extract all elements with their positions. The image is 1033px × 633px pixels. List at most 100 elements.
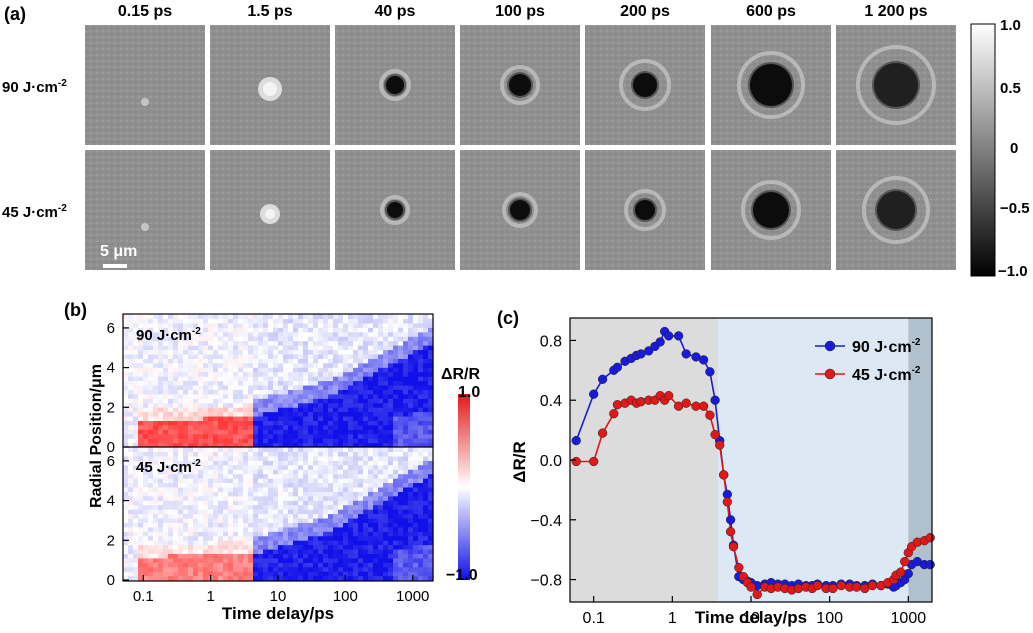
heatmap-cell	[193, 376, 199, 382]
heatmap-cell	[143, 433, 149, 439]
data-point	[705, 367, 715, 377]
heatmap-cell	[428, 571, 434, 577]
heatmap-cell	[138, 327, 144, 333]
heatmap-cell	[178, 500, 184, 506]
heatmap-cell	[378, 535, 384, 541]
heatmap-cell	[373, 322, 379, 328]
heatmap-cell	[188, 455, 194, 461]
heatmap-cell	[303, 469, 309, 475]
heatmap-cell	[308, 367, 314, 373]
heatmap-cell	[378, 393, 384, 399]
heatmap-cell	[278, 495, 284, 501]
heatmap-cell	[123, 442, 129, 448]
heatmap-cell	[353, 380, 359, 386]
heatmap-cell	[298, 415, 304, 421]
heatmap-cell	[243, 478, 249, 484]
heatmap-cell	[278, 447, 284, 453]
heatmap-cell	[168, 513, 174, 519]
heatmap-label-text: 45 J·cm	[136, 459, 192, 476]
heatmap-cell	[288, 314, 294, 320]
heatmap-cell	[428, 349, 434, 355]
heatmap-cell	[323, 557, 329, 563]
heatmap-cell	[133, 517, 139, 523]
heatmap-cell	[218, 464, 224, 470]
heatmap-cell	[368, 455, 374, 461]
heatmap-ytick-label: 6	[107, 320, 115, 337]
heatmap-cell	[233, 447, 239, 453]
heatmap-cell	[218, 314, 224, 320]
heatmap-cell	[208, 415, 214, 421]
heatmap-cell	[143, 500, 149, 506]
heatmap-cell	[283, 566, 289, 572]
heatmap-cell	[323, 415, 329, 421]
heatmap-cell	[283, 415, 289, 421]
heatmap-cell	[248, 398, 254, 404]
heatmap-cell	[188, 531, 194, 537]
heatmap-cell	[198, 349, 204, 355]
heatmap-cell	[333, 398, 339, 404]
heatmap-cell	[413, 553, 419, 559]
heatmap-cell	[263, 553, 269, 559]
heatmap-cell	[223, 438, 229, 444]
heatmap-cell	[163, 358, 169, 364]
time-label: 1 200 ps	[864, 3, 928, 20]
heatmap-cell	[368, 424, 374, 430]
heatmap-cell	[148, 504, 154, 510]
heatmap-cell	[393, 411, 399, 417]
heatmap-cell	[428, 331, 434, 337]
heatmap-cell	[233, 478, 239, 484]
heatmap-cell	[418, 389, 424, 395]
heatmap-cell	[198, 424, 204, 430]
heatmap-cell	[298, 557, 304, 563]
heatmap-cell	[378, 438, 384, 444]
heatmap-cell	[383, 371, 389, 377]
heatmap-cell	[353, 411, 359, 417]
heatmap-cell	[213, 478, 219, 484]
heatmap-cell	[303, 447, 309, 453]
heatmap-cell	[223, 402, 229, 408]
heatmap-cell	[128, 469, 134, 475]
heatmap-cell	[423, 367, 429, 373]
heatmap-cell	[263, 318, 269, 324]
heatmap-cell	[353, 566, 359, 572]
heatmap-cell	[153, 314, 159, 320]
heatmap-cell	[123, 358, 129, 364]
heatmap-cell	[263, 557, 269, 563]
heatmap-cell	[313, 500, 319, 506]
heatmap-cell	[233, 384, 239, 390]
heatmap-cell	[273, 478, 279, 484]
heatmap-cell	[398, 451, 404, 457]
heatmap-cell	[278, 562, 284, 568]
heatmap-cell	[173, 349, 179, 355]
row-label-sup: -2	[57, 203, 67, 214]
heatmap-cell	[413, 327, 419, 333]
heatmap-cell	[168, 353, 174, 359]
heatmap-cell	[183, 469, 189, 475]
heatmap-cell	[423, 478, 429, 484]
heatmap-cell	[223, 486, 229, 492]
heatmap-cell	[228, 349, 234, 355]
heatmap-cell	[293, 415, 299, 421]
heatmap-cell	[363, 513, 369, 519]
heatmap-cell	[253, 544, 259, 550]
heatmap-cell	[333, 486, 339, 492]
heatmap-cell	[248, 327, 254, 333]
heatmap-cell	[128, 327, 134, 333]
heatmap-cell	[188, 331, 194, 337]
heatmap-cell	[298, 540, 304, 546]
heatmap-cell	[273, 376, 279, 382]
heatmap-cell	[318, 478, 324, 484]
heatmap-cell	[428, 491, 434, 497]
heatmap-cell	[338, 473, 344, 479]
heatmap-label-90: 90 J·cm-2	[136, 326, 201, 344]
heatmap-cell	[193, 415, 199, 421]
heatmap-cell	[143, 575, 149, 581]
heatmap-cell	[333, 517, 339, 523]
heatmap-cell	[428, 464, 434, 470]
heatmap-cell	[378, 500, 384, 506]
heatmap-cell	[233, 517, 239, 523]
heatmap-cell	[298, 353, 304, 359]
heatmap-cell	[153, 376, 159, 382]
heatmap-cell	[258, 349, 264, 355]
heatmap-cell	[183, 353, 189, 359]
